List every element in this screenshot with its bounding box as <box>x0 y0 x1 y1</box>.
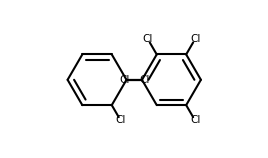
Text: Cl: Cl <box>119 75 129 85</box>
Text: Cl: Cl <box>116 115 126 125</box>
Text: Cl: Cl <box>190 34 200 44</box>
Text: Cl: Cl <box>143 34 153 44</box>
Text: Cl: Cl <box>190 115 200 125</box>
Text: Cl: Cl <box>139 75 150 85</box>
